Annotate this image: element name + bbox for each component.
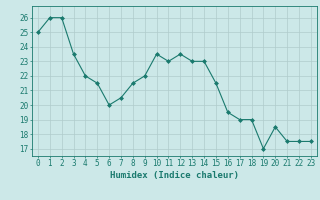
- X-axis label: Humidex (Indice chaleur): Humidex (Indice chaleur): [110, 171, 239, 180]
